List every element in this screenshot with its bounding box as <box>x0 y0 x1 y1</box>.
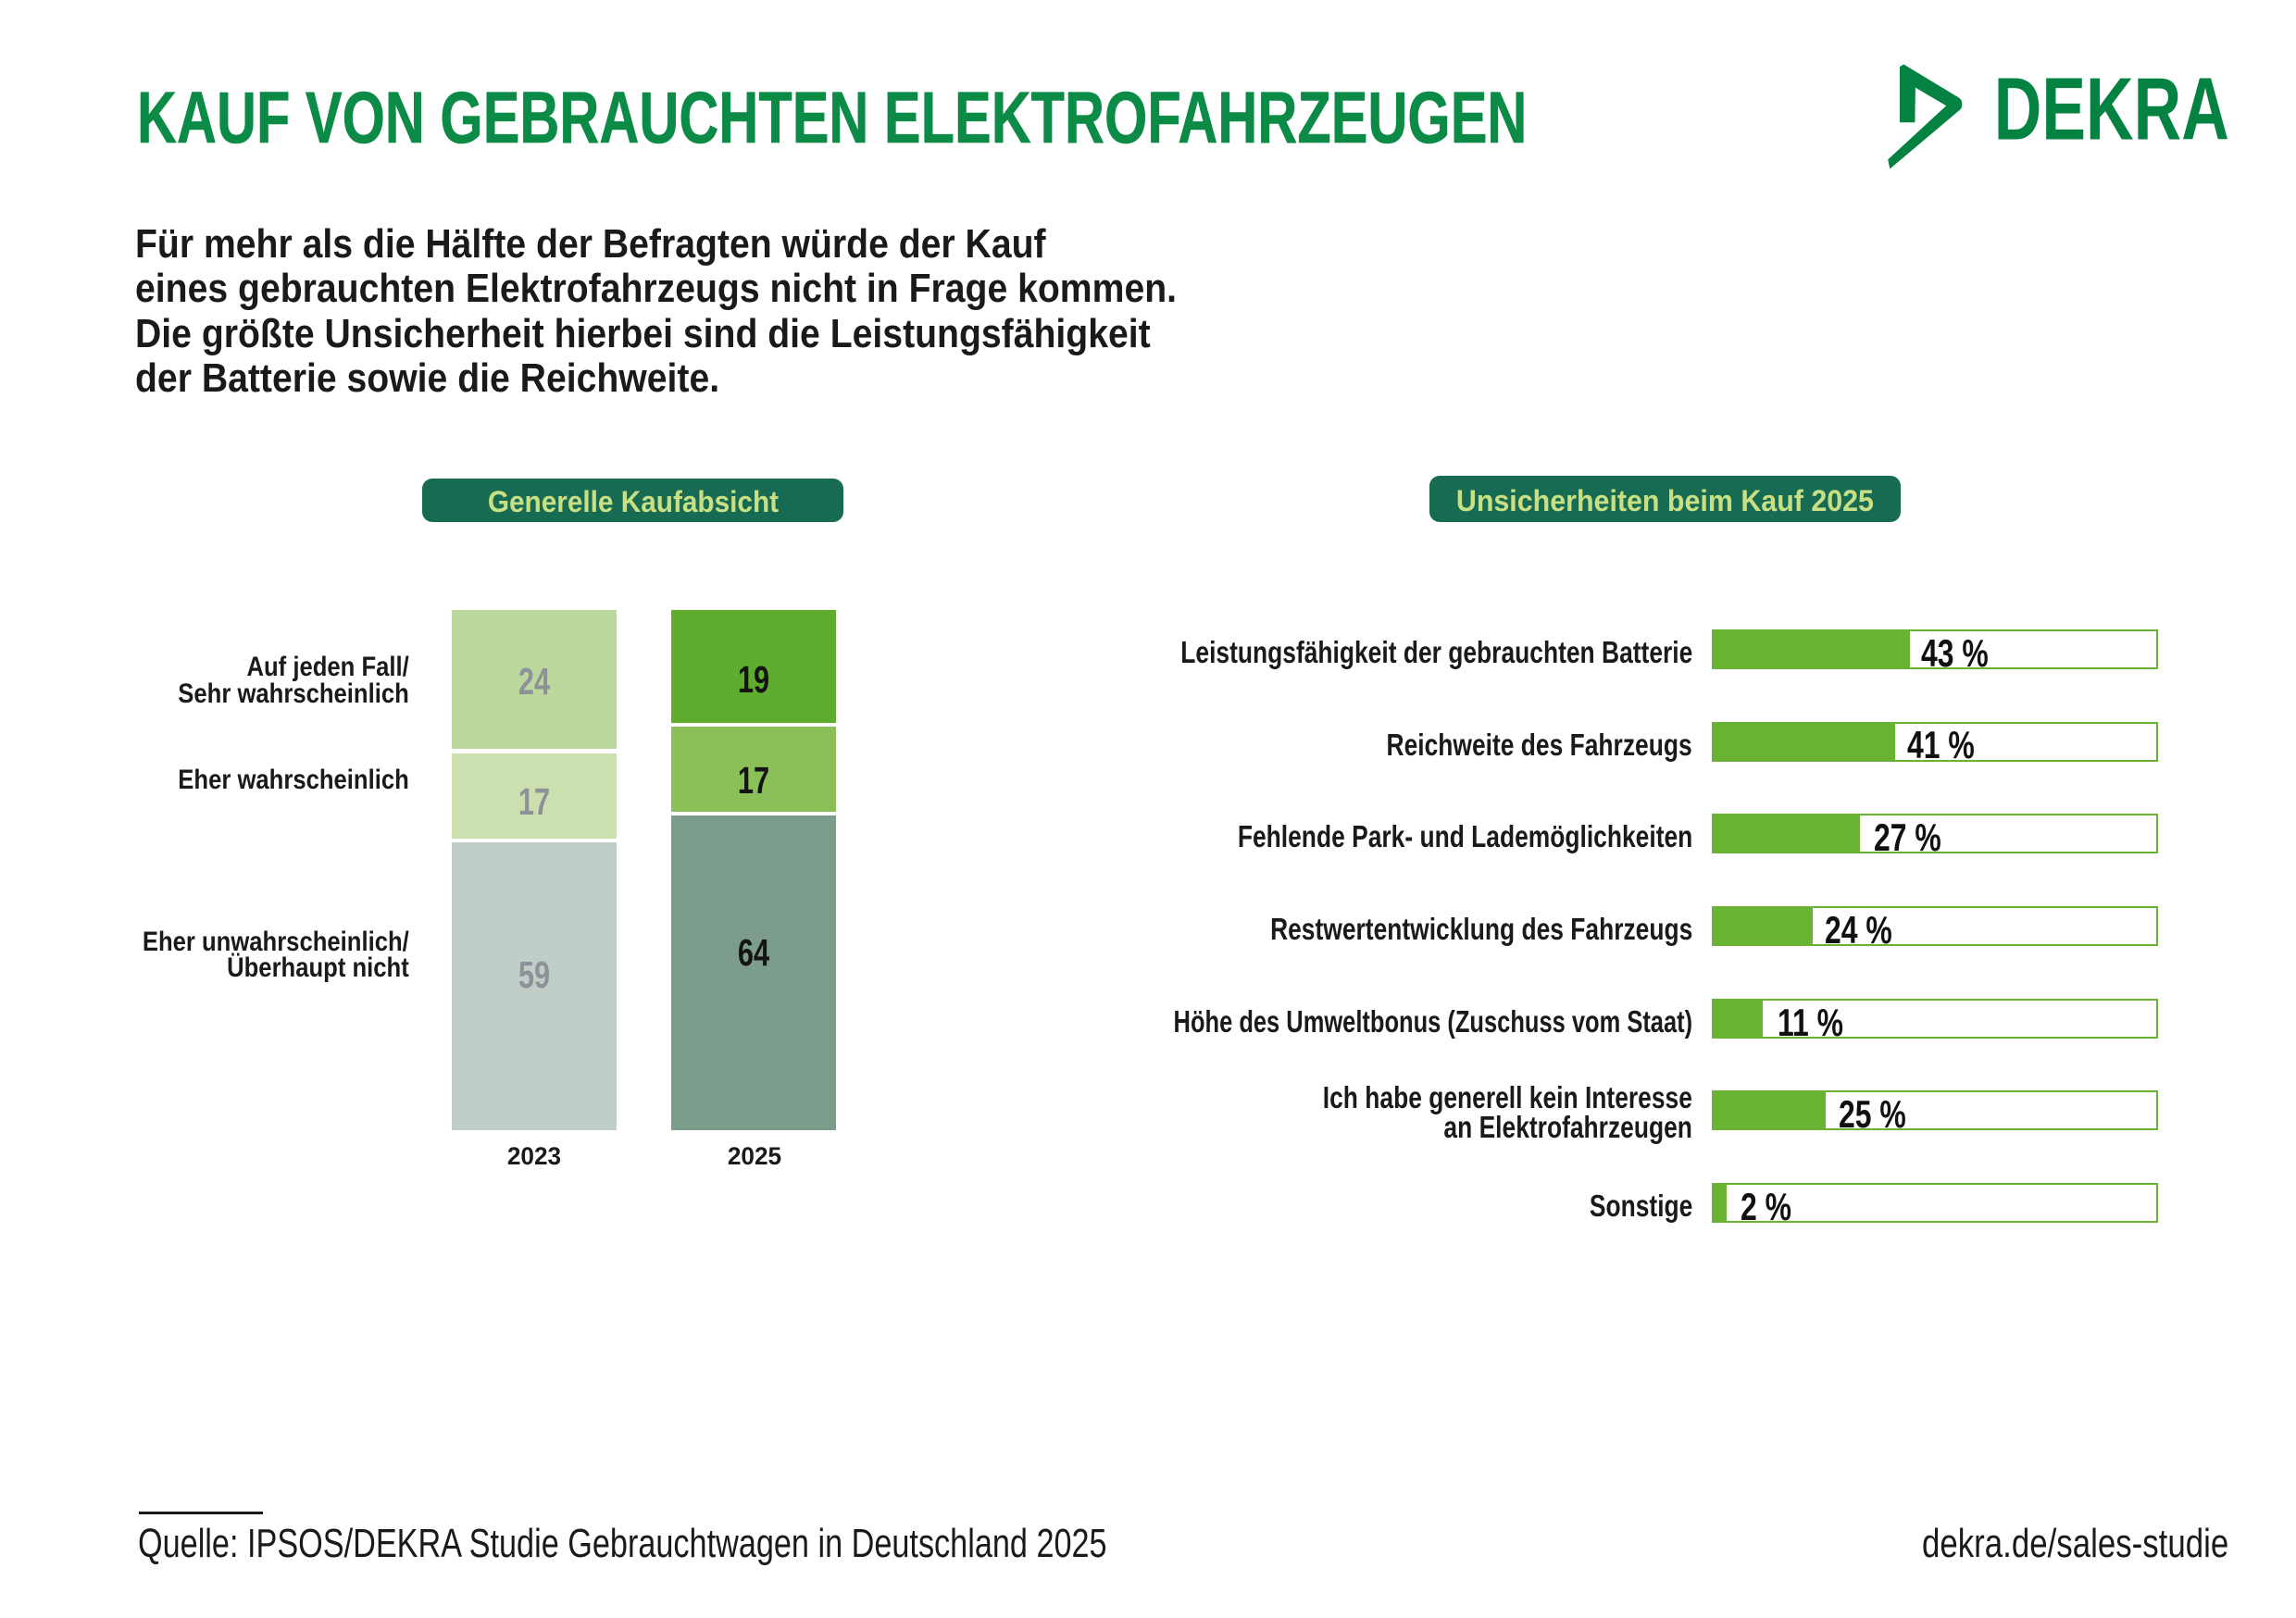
svg-text:DEKRA: DEKRA <box>1994 61 2229 159</box>
